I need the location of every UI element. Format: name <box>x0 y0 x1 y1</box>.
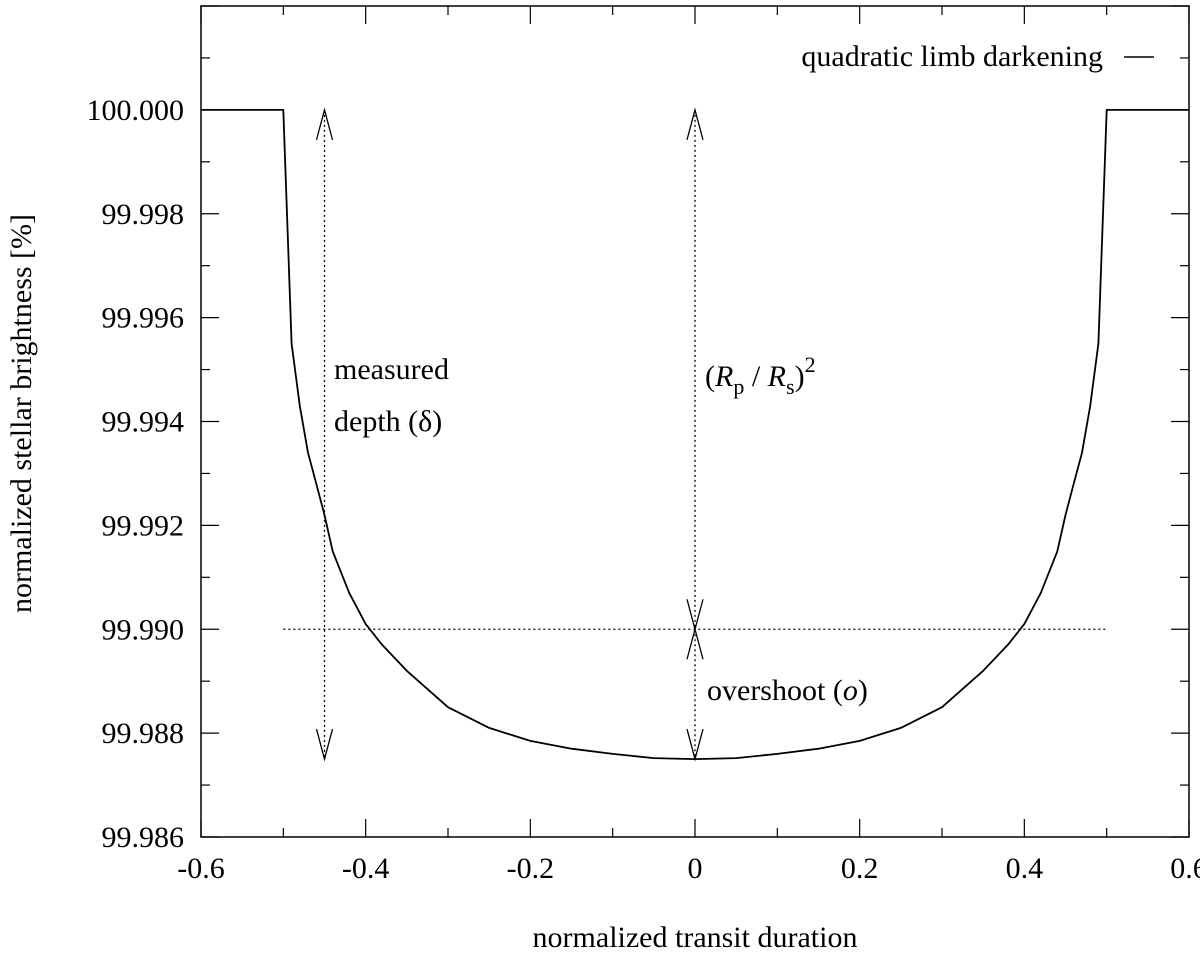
axes: -0.6 -0.4 -0.2 0 0.2 0.4 0.6 99.986 99.988 99.990… <box>87 5 1200 885</box>
x-tick-label: 0.4 <box>1006 852 1044 885</box>
radius-ratio-arrow-arrowhead-bottom <box>686 599 704 632</box>
radius-ratio-exponent: 2 <box>805 352 816 377</box>
radius-ratio-close-paren: ) <box>795 360 805 393</box>
measured-depth-label-line2: depth (δ) <box>334 405 442 438</box>
x-tick-label: 0.6 <box>1170 852 1200 885</box>
measured-depth-label-line1: measured <box>334 353 449 386</box>
measured-depth-arrow-arrowhead-bottom <box>315 728 334 762</box>
chart-marks <box>201 107 1189 762</box>
x-tick-label: -0.6 <box>177 852 225 885</box>
x-axis-label: normalized transit duration <box>533 921 858 954</box>
radius-ratio-planet-r: R <box>714 360 733 393</box>
y-tick-label: 99.986 <box>102 821 185 854</box>
overshoot-arrow-arrowhead-top <box>686 626 704 660</box>
overshoot-symbol: o <box>843 674 858 707</box>
radius-ratio-slash: / <box>744 360 767 393</box>
y-tick-label: 100.000 <box>87 94 185 127</box>
x-tick-label: 0 <box>688 852 703 885</box>
legend-entry-label: quadratic limb darkening <box>801 40 1103 73</box>
y-tick-label: 99.990 <box>102 613 185 646</box>
y-tick-label: 99.992 <box>102 509 185 542</box>
overshoot-close-paren: ) <box>858 674 868 707</box>
y-tick-label: 99.988 <box>102 717 185 750</box>
measured-depth-arrow-arrowhead-top <box>315 107 334 141</box>
y-tick-label: 99.998 <box>102 198 185 231</box>
radius-ratio-planet-subscript: p <box>733 374 744 399</box>
y-tick-label: 99.996 <box>102 302 185 335</box>
overshoot-label: overshoot (o) <box>707 674 868 707</box>
x-tick-label: 0.2 <box>841 852 879 885</box>
radius-ratio-star-r: R <box>767 360 786 393</box>
radius-ratio-open-paren: ( <box>705 360 715 393</box>
overshoot-arrow-arrowhead-bottom <box>686 728 704 762</box>
overshoot-label-text: overshoot ( <box>707 674 843 707</box>
legend: quadratic limb darkening <box>801 40 1154 73</box>
x-tick-label: -0.4 <box>342 852 390 885</box>
y-tick-label: 99.994 <box>102 406 185 439</box>
x-tick-label: -0.2 <box>507 852 555 885</box>
radius-ratio-arrow-arrowhead-top <box>686 107 704 141</box>
radius-ratio-label: (Rp / Rs)2 <box>705 352 816 399</box>
radius-ratio-star-subscript: s <box>786 374 795 399</box>
y-axis-label: normalized stellar brightness [%] <box>5 214 38 613</box>
